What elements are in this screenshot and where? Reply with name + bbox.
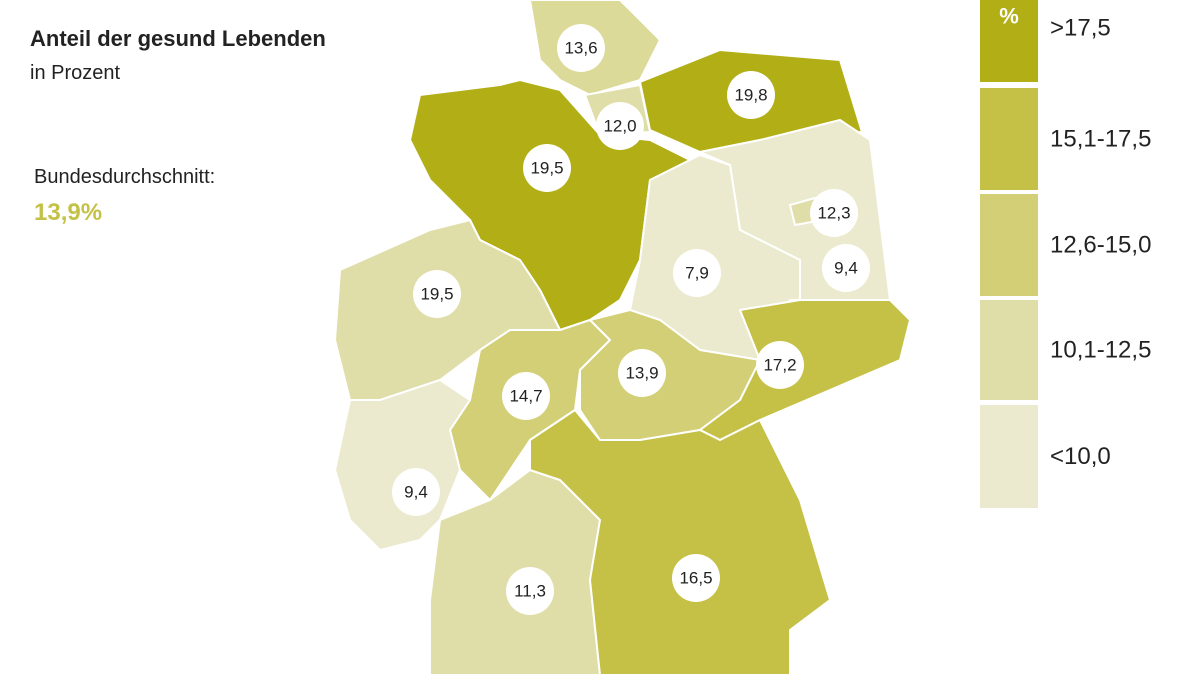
value-badge — [618, 349, 666, 397]
value-badge — [392, 468, 440, 516]
legend: >17,5 15,1-17,5 12,6-15,0 10,1-12,5 <10,0% — [980, 0, 1151, 508]
value-badge — [502, 372, 550, 420]
legend-swatch — [980, 88, 1038, 190]
legend-swatch — [980, 405, 1038, 508]
legend-label: >17,5 — [1050, 15, 1111, 42]
states — [334, 0, 911, 675]
title: Anteil der gesund Lebenden — [30, 26, 326, 51]
state — [699, 299, 911, 441]
value-badge — [673, 249, 721, 297]
value-badge — [727, 71, 775, 119]
value-badge — [756, 341, 804, 389]
value-badge — [413, 270, 461, 318]
value-badge — [822, 244, 870, 292]
value-label: 11,3 — [514, 582, 546, 601]
average-value: 13,9% — [34, 199, 102, 226]
value-label: 7,9 — [685, 264, 709, 283]
subtitle: in Prozent — [30, 62, 120, 84]
value-label: 12,0 — [603, 117, 636, 136]
value-badge — [523, 144, 571, 192]
labels: 13,6 12,0 19,8 19,5 12,3 9,4 7,9 19,5 14,7 13,9 17… — [392, 24, 870, 615]
legend-label: 12,6-15,0 — [1050, 232, 1151, 259]
value-badge — [672, 554, 720, 602]
legend-unit: % — [999, 4, 1019, 29]
state — [334, 379, 471, 551]
value-label: 9,4 — [404, 483, 428, 502]
value-badge — [557, 24, 605, 72]
value-label: 19,8 — [734, 86, 767, 105]
legend-label: 15,1-17,5 — [1050, 126, 1151, 153]
value-label: 14,7 — [509, 387, 542, 406]
legend-swatch — [980, 194, 1038, 296]
value-label: 16,5 — [679, 569, 712, 588]
value-badge — [810, 189, 858, 237]
average-label: Bundesdurchschnitt: — [34, 166, 215, 188]
value-label: 13,6 — [564, 39, 597, 58]
value-label: 13,9 — [625, 364, 658, 383]
state — [529, 409, 831, 675]
value-badge — [506, 567, 554, 615]
legend-label: <10,0 — [1050, 443, 1111, 470]
value-label: 19,5 — [420, 285, 453, 304]
value-badge — [596, 102, 644, 150]
legend-swatch — [980, 300, 1038, 400]
value-label: 12,3 — [817, 204, 850, 223]
value-label: 19,5 — [530, 159, 563, 178]
legend-label: 10,1-12,5 — [1050, 337, 1151, 364]
value-label: 9,4 — [834, 259, 858, 278]
value-label: 17,2 — [763, 356, 796, 375]
legend-swatch — [980, 0, 1038, 82]
